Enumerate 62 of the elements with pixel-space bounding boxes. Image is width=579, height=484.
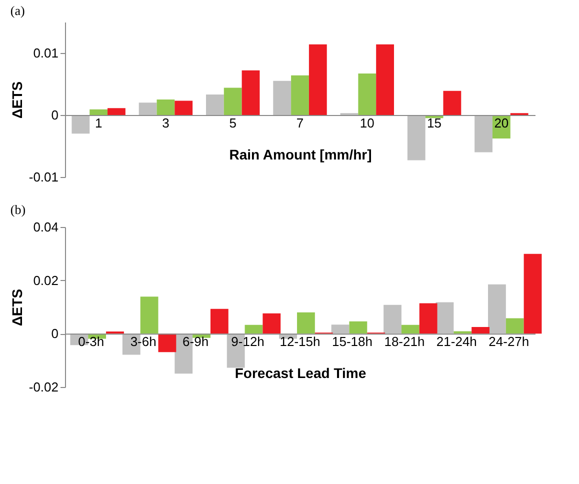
bar — [401, 324, 420, 334]
bar — [108, 108, 126, 115]
bar — [158, 334, 176, 352]
bar — [174, 100, 193, 115]
x-axis-title: Rain Amount [mm/hr] — [229, 146, 372, 162]
x-tick-label: 18-21h — [384, 334, 425, 350]
bar — [474, 115, 492, 152]
x-tick-label: 12-15h — [280, 334, 320, 350]
y-tick-label: 0.01 — [33, 46, 58, 60]
bar — [262, 313, 281, 334]
bar — [210, 308, 228, 334]
bar — [384, 304, 402, 334]
y-tick-label: 0 — [51, 108, 58, 122]
bar — [206, 94, 224, 115]
bar — [224, 88, 242, 115]
bar — [407, 115, 426, 160]
bar — [242, 70, 260, 115]
bar — [349, 321, 368, 334]
bar — [443, 90, 462, 115]
x-tick-label: 7 — [296, 116, 304, 130]
x-tick-label: 21-24h — [436, 334, 477, 350]
bar — [291, 75, 309, 115]
x-tick-label: 6-9h — [182, 334, 209, 350]
bar — [524, 254, 542, 334]
x-tick-label: 20 — [494, 116, 509, 130]
bar — [90, 109, 108, 115]
y-tick-label: 0.04 — [33, 220, 58, 234]
bar — [297, 312, 315, 334]
bar — [273, 80, 292, 115]
y-axis-title: ΔETS — [8, 81, 25, 119]
x-tick-label: 3-6h — [130, 334, 156, 350]
bar — [376, 44, 394, 115]
x-tick-label: 15 — [427, 116, 442, 130]
chart-title: (b) — [10, 202, 26, 217]
bar — [472, 327, 490, 334]
y-tick-label: -0.02 — [28, 380, 58, 394]
bar — [488, 284, 506, 334]
bar — [72, 115, 90, 134]
y-tick-label: 0 — [51, 326, 58, 342]
bar — [419, 303, 438, 334]
x-tick-label: 24-27h — [488, 334, 530, 350]
chart-title: (a) — [10, 3, 25, 18]
x-axis-title: Forecast Lead Time — [234, 365, 366, 382]
bar — [308, 44, 327, 115]
x-tick-label: 0-3h — [78, 334, 104, 350]
y-tick-label: 0.02 — [33, 272, 58, 288]
bar — [244, 324, 263, 334]
bar — [506, 318, 524, 334]
y-tick-label: -0.01 — [28, 170, 58, 184]
bar — [436, 302, 454, 334]
bar — [358, 73, 376, 115]
bar — [140, 296, 158, 334]
x-tick-label: 15-18h — [332, 334, 372, 350]
x-tick-label: 1 — [94, 116, 102, 130]
x-tick-label: 10 — [360, 116, 374, 130]
x-tick-label: 9-12h — [231, 334, 264, 350]
x-tick-label: 3 — [162, 116, 170, 130]
bar — [156, 100, 175, 115]
y-axis-title: ΔETS — [8, 288, 25, 326]
bar — [138, 102, 157, 115]
bar — [331, 324, 350, 334]
x-tick-label: 5 — [229, 116, 236, 130]
